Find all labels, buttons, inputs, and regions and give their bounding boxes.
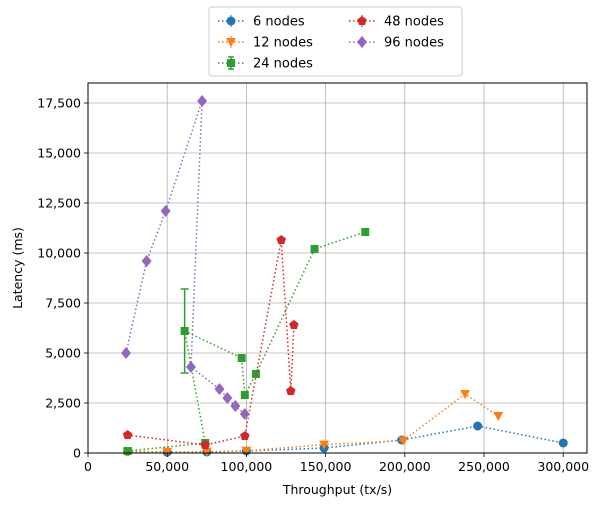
x-tick-label: 0 [84, 459, 92, 474]
y-tick-label: 12,500 [37, 196, 81, 211]
data-point [141, 255, 152, 267]
data-point [185, 361, 196, 373]
legend-item: 24 nodes [218, 56, 313, 72]
data-point [239, 408, 250, 420]
data-point [201, 447, 212, 457]
series-1 [123, 421, 568, 457]
data-point [558, 438, 568, 448]
legend-marker [226, 38, 236, 47]
legend-item: 48 nodes [349, 15, 444, 30]
legend-marker [226, 16, 236, 26]
data-point [214, 383, 225, 395]
x-axis-title: Throughput (tx/s) [282, 482, 392, 497]
data-point [251, 370, 260, 378]
y-axis-title: Latency (ms) [10, 227, 25, 309]
series-2 [122, 390, 504, 457]
data-point [310, 245, 319, 253]
y-tick-label: 2,500 [45, 396, 81, 411]
data-point [237, 354, 246, 362]
legend-label: 12 nodes [253, 36, 313, 51]
data-point [180, 327, 189, 335]
data-point [286, 386, 296, 396]
data-point [276, 235, 287, 245]
data-point [361, 228, 370, 236]
series-line [125, 100, 246, 415]
legend-label: 48 nodes [384, 15, 444, 30]
series-line [127, 393, 499, 453]
data-point [222, 392, 233, 404]
data-point [121, 347, 132, 359]
y-tick-label: 10,000 [37, 246, 81, 261]
data-point [240, 391, 249, 399]
series-layer [121, 95, 568, 457]
series-line [127, 231, 366, 452]
data-point [241, 446, 252, 456]
legend-box [208, 6, 463, 77]
legend-label: 6 nodes [253, 15, 305, 30]
y-tick-label: 5,000 [45, 346, 81, 361]
grid [87, 83, 587, 454]
legend: 6 nodes 12 nodes 24 nodes 48 nodes 96 nodes [208, 6, 463, 77]
data-point [240, 431, 250, 441]
plot-frame [87, 82, 588, 454]
y-tick-label: 17,500 [37, 96, 81, 111]
ticks: 0 50,000 100,000 150,000 200,000 250,000 300,0… [37, 96, 589, 475]
x-tick-label: 50,000 [145, 459, 189, 474]
legend-item: 12 nodes [218, 36, 313, 51]
data-point [122, 430, 133, 440]
legend-label: 96 nodes [384, 36, 444, 51]
data-point [398, 436, 409, 446]
data-point [197, 95, 208, 107]
data-point [160, 205, 171, 217]
y-tick-label: 15,000 [37, 146, 81, 161]
x-tick-label: 100,000 [221, 459, 273, 474]
x-tick-label: 150,000 [300, 459, 352, 474]
data-point [493, 412, 504, 421]
x-tick-label: 300,000 [537, 459, 589, 474]
x-tick-label: 200,000 [379, 459, 431, 474]
data-point [473, 421, 483, 431]
legend-item: 96 nodes [349, 36, 444, 51]
legend-item: 6 nodes [218, 15, 305, 30]
x-tick-label: 250,000 [458, 459, 510, 474]
data-point [123, 447, 132, 455]
data-point [200, 440, 210, 450]
y-tick-label: 7,500 [45, 296, 81, 311]
legend-marker [357, 36, 367, 48]
legend-marker [357, 16, 367, 26]
data-point [460, 390, 471, 399]
series-4 [122, 235, 299, 450]
data-point [319, 440, 330, 450]
data-point [162, 447, 173, 457]
y-tick-label: 0 [73, 446, 81, 461]
data-point [230, 400, 241, 412]
legend-label: 24 nodes [253, 57, 313, 72]
series-5 [121, 95, 250, 420]
data-point [289, 320, 299, 330]
legend-marker [227, 59, 235, 67]
series-line [127, 425, 564, 453]
series-line [127, 239, 295, 446]
